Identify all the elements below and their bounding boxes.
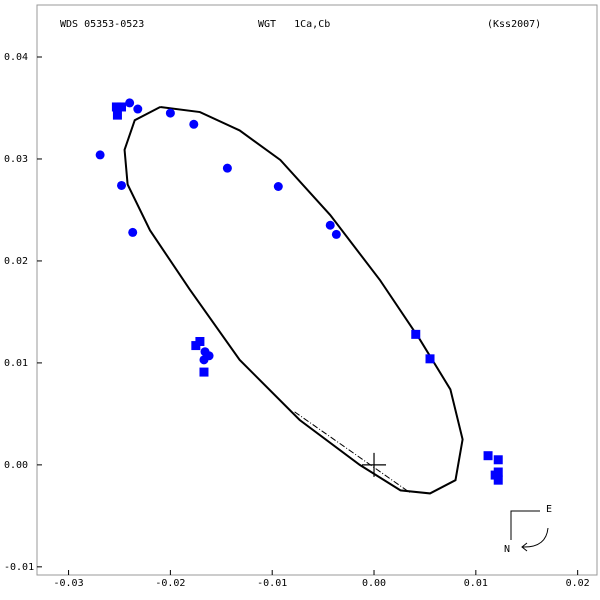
observation-square [411,329,421,339]
observation-square [195,336,205,346]
y-tick-label: 0.02 [4,256,28,267]
compass-north: N [504,544,510,555]
compass-arrow [521,527,549,552]
chart-subtitle: WGT 1Ca,Cb [258,19,330,30]
observation-square [425,354,435,364]
y-tick-label: 0.01 [4,358,28,369]
observation-square [493,475,503,485]
observation-circle [189,119,199,129]
y-tick-label: -0.01 [4,562,34,573]
observation-circle [165,108,175,118]
observation-circle [200,347,210,357]
frame [36,4,598,576]
x-tick-label: 0.02 [566,578,590,589]
reference: (Kss2007) [487,19,541,30]
observation-square [199,367,209,377]
x-tick-label: -0.01 [257,578,287,589]
observation-circle [331,229,341,239]
observation-circle [125,98,135,108]
observation-circle [95,150,105,160]
compass-east: E [546,504,552,515]
observation-circle [273,182,283,192]
primary-star [362,452,387,477]
compass: E N [504,504,552,555]
x-tick-label: -0.03 [54,578,84,589]
observation-circle [117,180,127,190]
y-tick-label: 0.00 [4,460,28,471]
observation-square [111,102,121,112]
observation-circle [325,220,335,230]
observation-circle [128,227,138,237]
x-tick-label: -0.02 [155,578,185,589]
observation-square [483,451,493,461]
observation-square [493,455,503,465]
compass-axes [510,510,540,540]
observation-square [117,102,127,112]
observation-square [112,110,122,120]
x-tick-label: 0.01 [464,578,488,589]
chart-title: WDS 05353-0523 [60,19,144,30]
x-tick-label: 0.00 [362,578,386,589]
line-of-nodes [294,411,410,493]
y-tick-label: 0.03 [4,154,28,165]
observation-circle [133,104,143,114]
observation-circle [222,163,232,173]
y-tick-label: 0.04 [4,52,28,63]
observation-square [490,470,500,480]
orbit [123,105,464,495]
